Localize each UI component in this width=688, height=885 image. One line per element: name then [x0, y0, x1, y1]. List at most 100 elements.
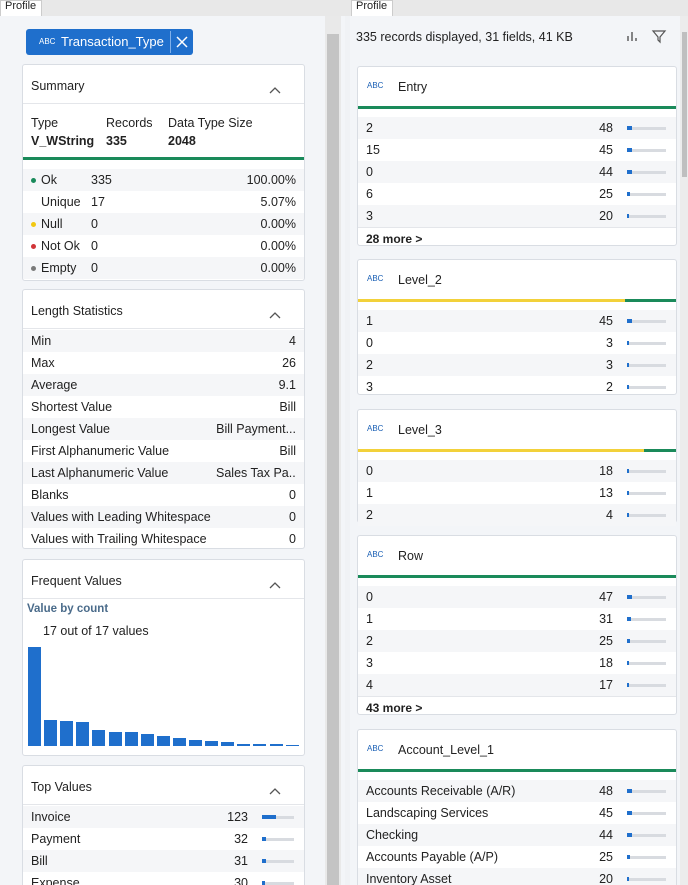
stat-value: 0: [289, 488, 296, 502]
summary-column: Type: [31, 116, 59, 130]
field-name: Row: [398, 549, 424, 563]
field-chip[interactable]: [26, 29, 193, 55]
filter-button[interactable]: [651, 28, 667, 44]
value-count: 48: [599, 784, 613, 798]
count-bar: [627, 811, 633, 815]
status-dot: [31, 244, 36, 249]
row-stripe: [358, 205, 676, 227]
count-bar: [262, 859, 266, 863]
value-count: 3: [606, 358, 613, 372]
value-label: 3: [366, 380, 373, 394]
histogram-bar: [140, 733, 154, 746]
histogram-bar: [76, 721, 90, 746]
bar-track: [262, 816, 294, 819]
scrollbar: [680, 16, 688, 885]
bar-track: [627, 640, 666, 643]
null-bar: [358, 449, 645, 452]
scrollbar-thumb[interactable]: [327, 34, 339, 885]
valid-bar: [358, 575, 676, 578]
value-label: 0: [366, 165, 373, 179]
value-count: 44: [599, 165, 613, 179]
value-label: 0: [366, 590, 373, 604]
status-percent: 0.00%: [260, 217, 296, 231]
value-count: 45: [599, 806, 613, 820]
field-name: Transaction_Type: [61, 34, 164, 49]
bar-track: [627, 514, 666, 517]
summary-column: Records: [106, 116, 153, 130]
row-stripe: [23, 462, 304, 484]
card-title: Frequent Values: [31, 574, 122, 588]
count-bar: [627, 639, 630, 643]
row-stripe: [23, 213, 304, 235]
status-count: 335: [91, 173, 112, 187]
field-name: Level_3: [398, 423, 442, 437]
count-bar: [627, 170, 632, 174]
valid-bar: [358, 769, 676, 772]
histogram-bar: [269, 744, 283, 746]
histogram-bar: [172, 737, 186, 746]
scrollbar-thumb[interactable]: [682, 32, 687, 177]
bar-track: [262, 882, 294, 885]
value-count: 25: [599, 850, 613, 864]
row-stripe: [358, 868, 676, 885]
stat-value: 9.1: [278, 378, 296, 392]
type-icon: ABC: [367, 424, 384, 433]
stat-value: 0: [289, 510, 296, 524]
value-count: 47: [599, 590, 613, 604]
histogram-bar: [237, 743, 251, 746]
status-count: 0: [91, 239, 98, 253]
bar-track: [627, 127, 666, 130]
bar-track: [627, 492, 666, 495]
value-count: 44: [599, 828, 613, 842]
value-count: 31: [234, 854, 248, 868]
row-stripe: [358, 630, 676, 652]
collapse-chevron[interactable]: [269, 306, 281, 319]
status-count: 0: [91, 261, 98, 275]
bar-track: [627, 618, 666, 621]
count-bar: [627, 617, 631, 621]
summary-column: Data Type Size: [168, 116, 253, 130]
bar-track: [627, 684, 666, 687]
tab-label: Profile: [5, 0, 37, 12]
bar-track: [627, 342, 666, 345]
collapse-chevron[interactable]: [269, 782, 281, 795]
bar-track: [627, 596, 666, 599]
tab[interactable]: [0, 0, 42, 16]
bar-track: [627, 149, 666, 152]
card-header-divider: [23, 598, 304, 599]
histogram-bar: [285, 745, 299, 747]
more-divider: [358, 696, 676, 697]
status-dot: [31, 266, 36, 271]
collapse-chevron[interactable]: [269, 81, 281, 94]
value-count: 48: [599, 121, 613, 135]
count-bar: [627, 385, 629, 389]
value-count: 18: [599, 464, 613, 478]
tab[interactable]: [351, 0, 393, 16]
more-link[interactable]: 28 more >: [366, 232, 423, 246]
value-count: 45: [599, 314, 613, 328]
histogram-bar: [156, 736, 170, 746]
value-label: 15: [366, 143, 380, 157]
count-bar: [627, 833, 632, 837]
summary-value: 335: [106, 134, 127, 148]
value-count: 20: [599, 872, 613, 885]
status-label: Null: [41, 217, 63, 231]
stat-label: Average: [31, 378, 78, 392]
row-stripe: [23, 850, 304, 872]
chip-divider: [170, 31, 171, 53]
value-label: 0: [366, 336, 373, 350]
status-count: 0: [91, 217, 98, 231]
value-label: Expense: [31, 876, 80, 885]
count-bar: [627, 469, 630, 473]
stat-label: Blanks: [31, 488, 69, 502]
count-bar: [627, 595, 633, 599]
count-bar: [627, 789, 633, 793]
tab-label: Profile: [356, 0, 388, 12]
card-header-divider: [23, 804, 304, 805]
stat-label: Longest Value: [31, 422, 110, 436]
chart-toggle[interactable]: [624, 28, 640, 44]
remove-field[interactable]: [172, 31, 192, 53]
collapse-chevron[interactable]: [269, 576, 281, 589]
more-link[interactable]: 43 more >: [366, 701, 423, 715]
stat-label: Shortest Value: [31, 400, 113, 414]
